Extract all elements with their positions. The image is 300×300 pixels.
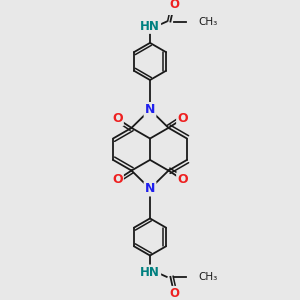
Text: HN: HN: [140, 266, 160, 279]
Text: N: N: [145, 182, 155, 195]
Text: O: O: [169, 287, 179, 300]
Text: O: O: [112, 173, 123, 186]
Text: CH₃: CH₃: [198, 16, 218, 26]
Text: O: O: [177, 173, 188, 186]
Text: O: O: [177, 112, 188, 125]
Text: O: O: [112, 112, 123, 125]
Text: HN: HN: [140, 20, 160, 33]
Text: CH₃: CH₃: [198, 272, 218, 282]
Text: O: O: [169, 0, 179, 11]
Text: N: N: [145, 103, 155, 116]
